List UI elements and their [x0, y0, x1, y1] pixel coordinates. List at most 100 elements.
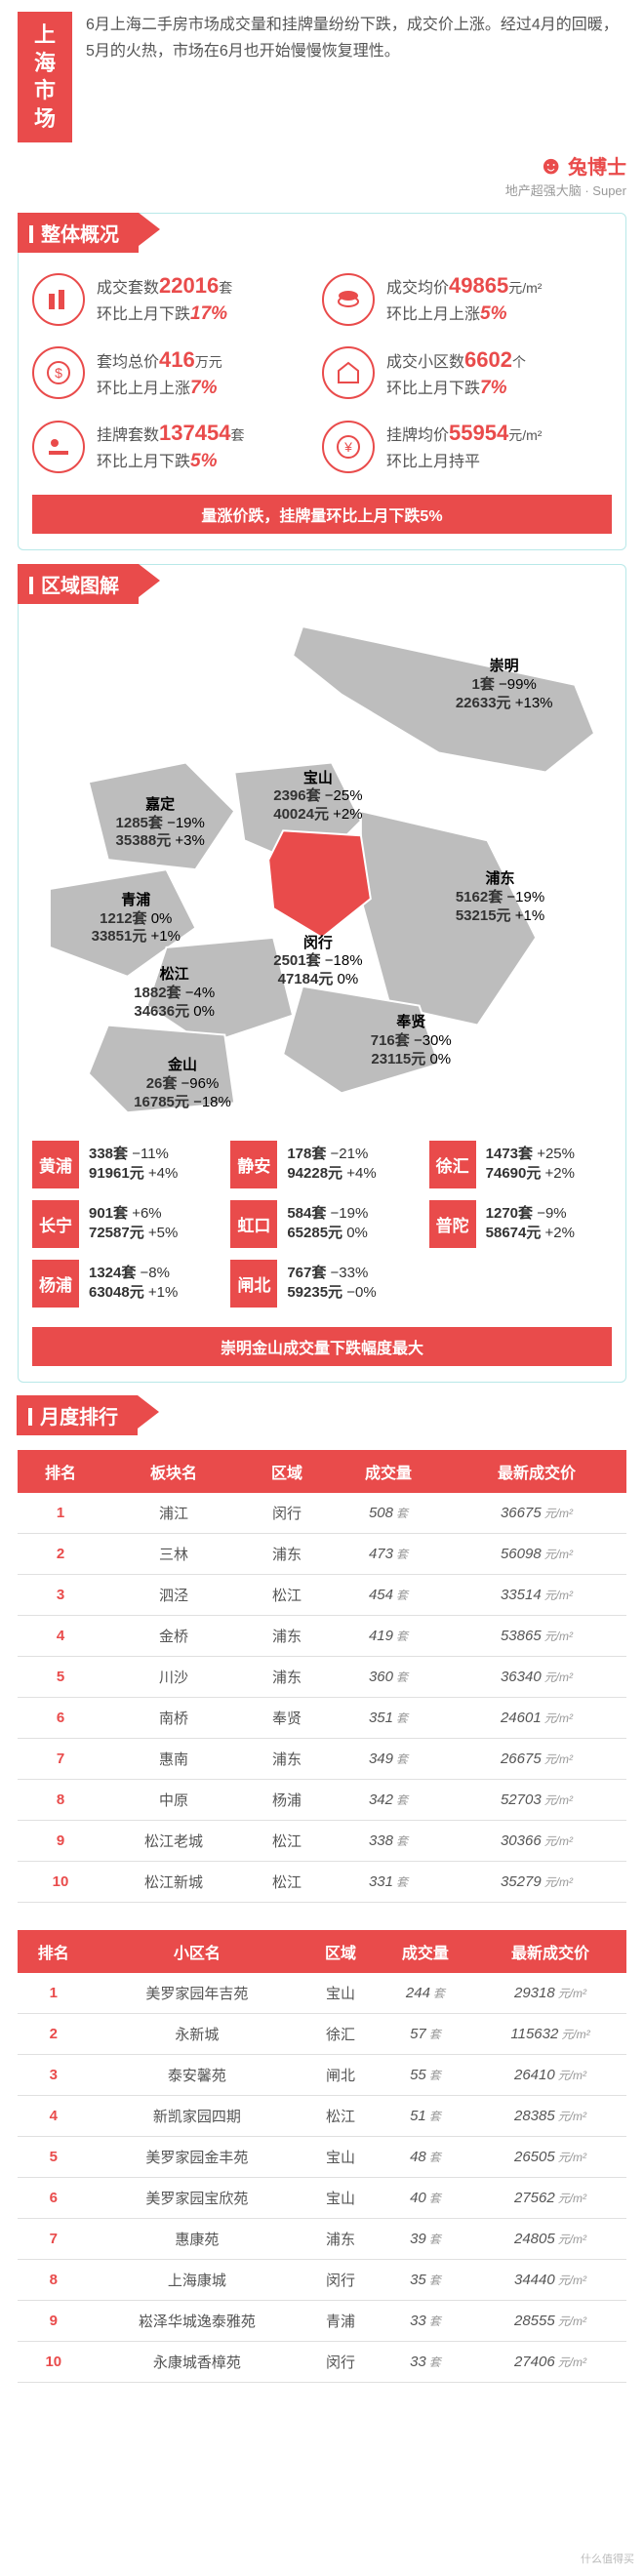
district-card: 虹口 584套 −19% 65285元 0%	[230, 1200, 413, 1248]
table-row: 6 南桥 奉贤 351套 24601元/m²	[18, 1697, 626, 1738]
stat-icon	[322, 346, 375, 399]
badge-l1: 上海	[25, 21, 64, 77]
stat-line1: 成交均价49865元/m²	[386, 271, 542, 302]
table-row: 2 三林 浦东 473套 56098元/m²	[18, 1533, 626, 1574]
table-header: 小区名	[90, 1930, 305, 1973]
region-cell: 青浦	[304, 2300, 377, 2341]
map-label-宝山: 宝山 2396套 −25% 40024元 +2%	[273, 770, 362, 825]
price-cell: 24601元/m²	[447, 1697, 626, 1738]
district-card: 普陀 1270套 −9% 58674元 +2%	[429, 1200, 612, 1248]
region-cell: 闵行	[244, 1493, 330, 1534]
rank-cell: 6	[18, 1697, 103, 1738]
price-cell: 115632元/m²	[474, 2013, 626, 2054]
stat-line1: 成交小区数6602个	[386, 345, 526, 376]
region-cell: 奉贤	[244, 1697, 330, 1738]
table-row: 8 中原 杨浦 342套 52703元/m²	[18, 1779, 626, 1820]
volume-cell: 508套	[330, 1493, 447, 1534]
table-row: 3 泗泾 松江 454套 33514元/m²	[18, 1574, 626, 1615]
overview-banner: 量涨价跌，挂牌量环比上月下跌5%	[32, 495, 612, 534]
district-card: 徐汇 1473套 +25% 74690元 +2%	[429, 1141, 612, 1188]
region-cell: 浦东	[244, 1533, 330, 1574]
map-label-浦东: 浦东 5162套 −19% 53215元 +1%	[456, 870, 544, 925]
rank-cell: 4	[18, 2095, 90, 2136]
price-cell: 26675元/m²	[447, 1738, 626, 1779]
volume-cell: 338套	[330, 1820, 447, 1861]
district-card: 黄浦 338套 −11% 91961元 +4%	[32, 1141, 215, 1188]
district-name: 长宁	[32, 1200, 79, 1248]
region-cell: 杨浦	[244, 1779, 330, 1820]
stat-icon: $	[32, 346, 85, 399]
price-cell: 24805元/m²	[474, 2218, 626, 2259]
name-cell: 惠南	[103, 1738, 244, 1779]
volume-cell: 349套	[330, 1738, 447, 1779]
table-row: 8 上海康城 闵行 35套 34440元/m²	[18, 2259, 626, 2300]
price-cell: 33514元/m²	[447, 1574, 626, 1615]
table-header: 区域	[244, 1450, 330, 1493]
map-label-松江: 松江 1882套 −4% 34636元 0%	[134, 966, 215, 1021]
ranking-table-community: 排名小区名区域成交量最新成交价 1 美罗家园年吉苑 宝山 244套 29318元…	[18, 1930, 626, 2383]
table-row: 2 永新城 徐汇 57套 115632元/m²	[18, 2013, 626, 2054]
region-cell: 浦东	[244, 1615, 330, 1656]
region-cell: 宝山	[304, 2136, 377, 2177]
stat-item: 成交小区数6602个 环比上月下跌7%	[322, 345, 612, 401]
district-card: 长宁 901套 +6% 72587元 +5%	[32, 1200, 215, 1248]
stat-line2: 环比上月下跌17%	[97, 302, 232, 328]
table-header: 最新成交价	[447, 1450, 626, 1493]
volume-cell: 39套	[377, 2218, 474, 2259]
table-row: 3 泰安馨苑 闸北 55套 26410元/m²	[18, 2054, 626, 2095]
header: 上海 市场 6月上海二手房市场成交量和挂牌量纷纷下跌，成交价上涨。经过4月的回暖…	[0, 0, 644, 150]
price-cell: 56098元/m²	[447, 1533, 626, 1574]
stat-item: $ 套均总价416万元 环比上月上涨7%	[32, 345, 322, 401]
name-cell: 泗泾	[103, 1574, 244, 1615]
name-cell: 浦江	[103, 1493, 244, 1534]
svg-text:¥: ¥	[343, 439, 352, 455]
rank-cell: 8	[18, 2259, 90, 2300]
rank-cell: 7	[18, 2218, 90, 2259]
volume-cell: 331套	[330, 1861, 447, 1902]
table-row: 10 松江新城 松江 331套 35279元/m²	[18, 1861, 626, 1902]
region-cell: 宝山	[304, 1973, 377, 2014]
name-cell: 美罗家园宝欣苑	[90, 2177, 305, 2218]
stat-icon	[32, 421, 85, 473]
table-row: 1 浦江 闵行 508套 36675元/m²	[18, 1493, 626, 1534]
table-row: 5 美罗家园金丰苑 宝山 48套 26505元/m²	[18, 2136, 626, 2177]
map-label-闵行: 闵行 2501套 −18% 47184元 0%	[273, 935, 362, 989]
region-cell: 闵行	[304, 2341, 377, 2382]
table-row: 5 川沙 浦东 360套 36340元/m²	[18, 1656, 626, 1697]
table-row: 6 美罗家园宝欣苑 宝山 40套 27562元/m²	[18, 2177, 626, 2218]
name-cell: 惠康苑	[90, 2218, 305, 2259]
map-label-崇明: 崇明 1套 −99% 22633元 +13%	[456, 658, 553, 712]
brand-name: 兔博士	[568, 157, 626, 179]
region-cell: 闵行	[304, 2259, 377, 2300]
price-cell: 30366元/m²	[447, 1820, 626, 1861]
region-cell: 浦东	[244, 1656, 330, 1697]
district-card: 闸北 767套 −33% 59235元 −0%	[230, 1260, 413, 1308]
region-cell: 松江	[304, 2095, 377, 2136]
table-row: 10 永康城香樟苑 闵行 33套 27406元/m²	[18, 2341, 626, 2382]
price-cell: 27562元/m²	[474, 2177, 626, 2218]
region-section: 区域图解 崇明 1套 −99% 22633元 +13% 宝山 2396套 −25…	[18, 564, 626, 1383]
stat-icon	[32, 273, 85, 326]
name-cell: 新凯家园四期	[90, 2095, 305, 2136]
brand-sub: 地产超强大脑 · Super	[505, 183, 626, 198]
volume-cell: 351套	[330, 1697, 447, 1738]
name-cell: 松江新城	[103, 1861, 244, 1902]
name-cell: 中原	[103, 1779, 244, 1820]
table-header: 成交量	[377, 1930, 474, 1973]
region-cell: 浦东	[244, 1738, 330, 1779]
table-row: 1 美罗家园年吉苑 宝山 244套 29318元/m²	[18, 1973, 626, 2014]
volume-cell: 360套	[330, 1656, 447, 1697]
volume-cell: 51套	[377, 2095, 474, 2136]
watermark: 什么值得买	[581, 2551, 634, 2566]
region-cell: 闸北	[304, 2054, 377, 2095]
region-cell: 松江	[244, 1861, 330, 1902]
map-label-嘉定: 嘉定 1285套 −19% 35388元 +3%	[116, 796, 205, 851]
table-header: 成交量	[330, 1450, 447, 1493]
district-name: 徐汇	[429, 1141, 476, 1188]
stats-grid: 成交套数22016套 环比上月下跌17% 成交均价49865元/m² 环比上月上…	[19, 254, 625, 488]
table-header: 区域	[304, 1930, 377, 1973]
stat-item: ¥ 挂牌均价55954元/m² 环比上月持平	[322, 419, 612, 474]
volume-cell: 473套	[330, 1533, 447, 1574]
rank-cell: 6	[18, 2177, 90, 2218]
rank-cell: 9	[18, 2300, 90, 2341]
